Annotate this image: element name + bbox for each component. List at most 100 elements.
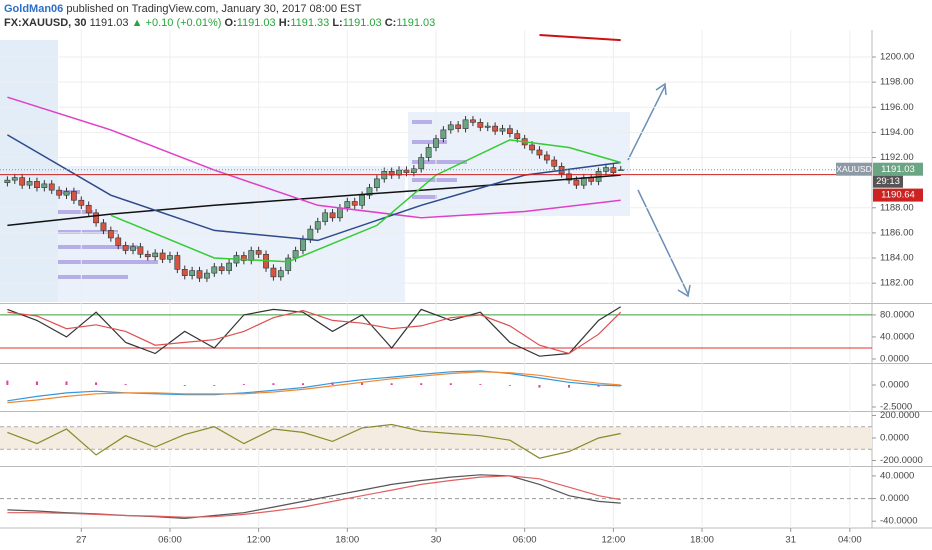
candle-body: [130, 246, 136, 251]
ma-price-tag: 1190.64: [881, 190, 915, 201]
y-tick-label: -40.0000: [880, 516, 918, 527]
candle-body: [122, 245, 129, 251]
y-tick-label: 1184.00: [880, 253, 914, 264]
author[interactable]: GoldMan06: [4, 3, 64, 15]
candle-body: [551, 159, 558, 167]
moving-average: [7, 174, 621, 227]
x-tick-label: 30: [431, 535, 442, 546]
x-tick-label: 12:00: [601, 535, 625, 546]
candle-body: [181, 269, 188, 276]
candle-body: [144, 253, 151, 258]
indicator-line: [7, 370, 621, 402]
y-tick-label: 1200.00: [880, 52, 914, 63]
histogram-bar: [597, 384, 600, 387]
ohlc-key: C:: [384, 17, 397, 29]
ohlc-value: 1191.03: [236, 17, 276, 29]
candle-body: [167, 255, 173, 260]
candle-body: [26, 181, 33, 186]
histogram-bar: [65, 381, 68, 385]
candle-body: [418, 157, 425, 170]
y-tick-label: 1186.00: [880, 227, 914, 238]
histogram-bar: [479, 384, 482, 385]
candle-body: [78, 199, 85, 206]
candle-body: [300, 238, 306, 251]
last-price-tag-bg: [873, 162, 923, 176]
candle-body: [381, 171, 388, 180]
y-tick-label: 40.0000: [880, 331, 914, 342]
candle-body: [433, 138, 439, 148]
y-tick-label: 0.0000: [880, 380, 909, 391]
candle-body: [277, 270, 284, 278]
candle-body: [359, 194, 366, 206]
candle-body: [70, 191, 77, 201]
histogram-bar: [449, 383, 452, 385]
publish-line: GoldMan06 published on TradingView.com, …: [4, 2, 435, 16]
y-tick-label: 0.0000: [880, 353, 909, 364]
y-tick-label: 1198.00: [880, 77, 914, 88]
x-tick-label: 31: [785, 535, 796, 546]
histogram-bar: [568, 384, 571, 388]
candle-body: [270, 267, 277, 278]
candle-body: [159, 252, 166, 260]
candle-body: [492, 125, 499, 132]
y-tick-label: 80.0000: [880, 309, 914, 320]
moving-average: [539, 34, 621, 42]
candle-body: [536, 149, 543, 156]
histogram-bar: [390, 383, 393, 385]
candle-body: [529, 144, 535, 151]
candle-body: [240, 255, 247, 261]
candle-body: [248, 250, 255, 261]
candle-body: [189, 270, 196, 276]
ohlc-value: 1191.03: [396, 17, 436, 29]
histogram-bar: [35, 381, 38, 385]
volume-profile: [58, 120, 467, 279]
candle-body: [107, 230, 114, 239]
indicator-line: [7, 371, 621, 404]
ohlc-value: 1191.03: [342, 17, 382, 29]
histogram-bar: [95, 382, 98, 385]
candle-body: [603, 167, 609, 172]
y-tick-label: 200.0000: [880, 410, 920, 421]
candle-body: [477, 122, 484, 128]
candle-body: [19, 177, 26, 186]
x-tick-label: 06:00: [158, 535, 182, 546]
candle-body: [285, 257, 292, 271]
histogram-bar: [242, 384, 245, 385]
y-tick-label: 1182.00: [880, 278, 914, 289]
candle-body: [373, 178, 380, 188]
candle-body: [403, 169, 410, 173]
y-tick-label: -2.5000: [880, 402, 912, 413]
candle-body: [4, 179, 11, 183]
ohlc-key: L:: [332, 17, 343, 29]
candle-body: [447, 124, 454, 131]
y-tick-label: 1192.00: [880, 152, 914, 163]
change: ▲ +0.10 (+0.01%): [131, 17, 222, 29]
ma-price-tag-bg: [873, 188, 923, 202]
indicator-line: [7, 306, 622, 357]
candle-body: [48, 183, 55, 191]
ohlc-value: 1191.33: [290, 17, 330, 29]
candle-body: [152, 252, 159, 258]
candle-body: [506, 128, 513, 134]
candle-body: [573, 179, 580, 186]
candle-body: [344, 201, 351, 209]
candle-body: [174, 255, 181, 270]
published: published on TradingView.com, January 30…: [66, 3, 362, 15]
candle-body: [56, 189, 63, 196]
x-tick-label: 12:00: [247, 535, 271, 546]
candle-body: [410, 168, 417, 173]
y-tick-label: -200.0000: [880, 455, 923, 466]
candle-body: [499, 128, 506, 132]
candle-body: [566, 173, 572, 181]
moving-average: [110, 139, 621, 263]
candle-body: [211, 266, 218, 274]
candle-body: [115, 237, 122, 246]
last-price-tag: 1191.03: [881, 164, 915, 175]
panel-separators: [0, 303, 932, 467]
histogram-bar: [538, 384, 541, 388]
candle-body: [93, 212, 99, 224]
x-tick-label: 18:00: [690, 535, 714, 546]
ohlc-key: H:: [278, 17, 291, 29]
